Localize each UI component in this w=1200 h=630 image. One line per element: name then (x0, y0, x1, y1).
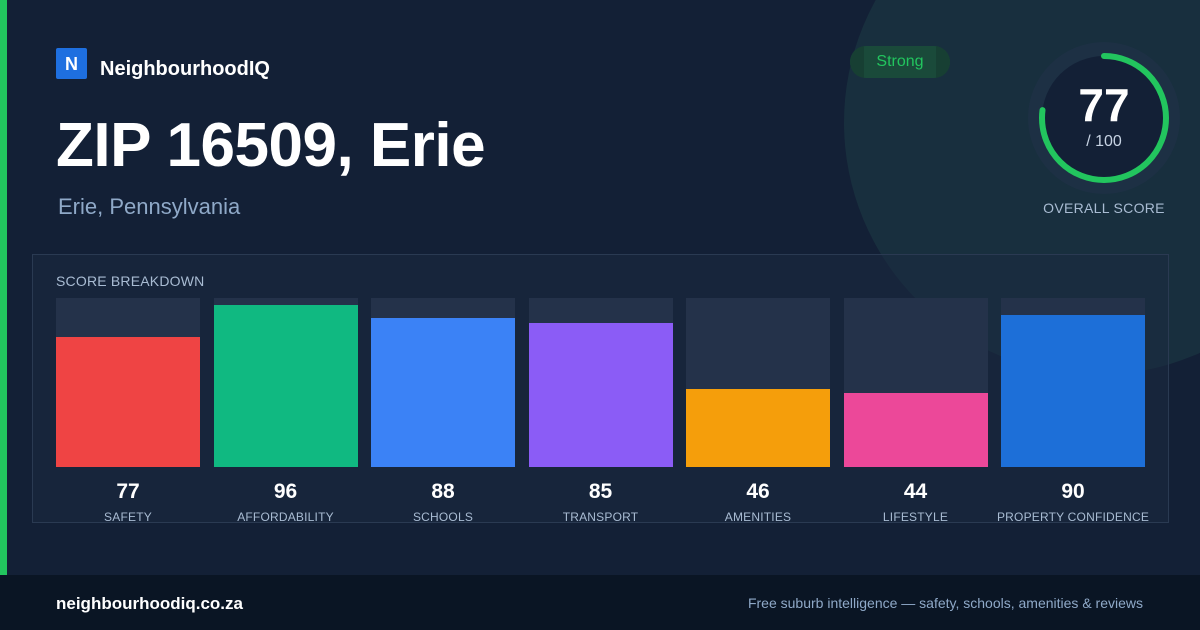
bar-column-affordability: 96 AFFORDABILITY (213, 298, 358, 524)
bar-fill (528, 323, 673, 467)
bar-value: 44 (903, 480, 928, 503)
bar-track (843, 298, 988, 467)
brand-logo-icon: N (56, 48, 87, 79)
bar-fill (843, 393, 988, 467)
bar-column-property-confidence: 90 PROPERTY CONFIDENCE (997, 298, 1149, 524)
bar-label: SCHOOLS (412, 510, 474, 524)
footer-tagline: Free suburb intelligence — safety, schoo… (747, 595, 1143, 611)
bar-fill (56, 337, 200, 467)
footer: neighbourhoodiq.co.za Free suburb intell… (0, 575, 1200, 630)
bar-column-schools: 88 SCHOOLS (371, 298, 515, 524)
bar-value: 88 (431, 480, 455, 503)
accent-strip (0, 0, 7, 575)
overall-score-max: / 100 (1086, 133, 1122, 150)
status-badge: Strong (850, 46, 950, 78)
bar-column-amenities: 46 AMENITIES (686, 298, 830, 524)
bar-track (56, 298, 200, 467)
bar-label: PROPERTY CONFIDENCE (996, 510, 1150, 524)
bar-track (686, 298, 830, 467)
score-ring-arc (1039, 53, 1169, 183)
bar-value: 85 (588, 480, 613, 503)
bar-track (528, 298, 673, 467)
footer-domain: neighbourhoodiq.co.za (56, 594, 243, 613)
status-badge-label: Strong (876, 53, 924, 70)
bar-fill (686, 389, 830, 467)
bar-label: SAFETY (104, 510, 152, 524)
bar-fill (213, 305, 358, 467)
score-ring-inner (1042, 56, 1166, 180)
overall-score-label: OVERALL SCORE (1043, 200, 1165, 216)
bar-track (371, 298, 515, 467)
bar-value: 96 (273, 480, 298, 503)
location-subtitle: Erie, Pennsylvania (58, 194, 241, 219)
breakdown-title: SCORE BREAKDOWN (56, 273, 205, 289)
bar-label: TRANSPORT (562, 510, 639, 524)
overall-score-value: 77 (1078, 79, 1130, 131)
score-breakdown-panel: SCORE BREAKDOWN 77 SAFETY 96 AFFORDABILITY 8… (32, 254, 1169, 524)
bar-column-lifestyle: 44 LIFESTYLE (843, 298, 988, 524)
bar-label: AFFORDABILITY (237, 510, 334, 524)
brand: N NeighbourhoodIQ (56, 46, 270, 81)
bar-value: 90 (1061, 480, 1085, 503)
overall-score-ring (1028, 42, 1180, 194)
bar-fill (371, 318, 515, 467)
bar-column-safety: 77 SAFETY (56, 298, 200, 524)
bar-track (213, 298, 358, 467)
bar-fill (1001, 315, 1145, 467)
bar-value: 77 (116, 480, 140, 503)
bar-value: 46 (746, 480, 770, 503)
bar-label: AMENITIES (724, 510, 792, 524)
bar-column-transport: 85 TRANSPORT (528, 298, 673, 524)
page-title: ZIP 16509, Erie (56, 111, 486, 180)
bar-track (1001, 298, 1145, 467)
brand-name: NeighbourhoodIQ (100, 58, 270, 80)
bar-label: LIFESTYLE (882, 510, 949, 524)
